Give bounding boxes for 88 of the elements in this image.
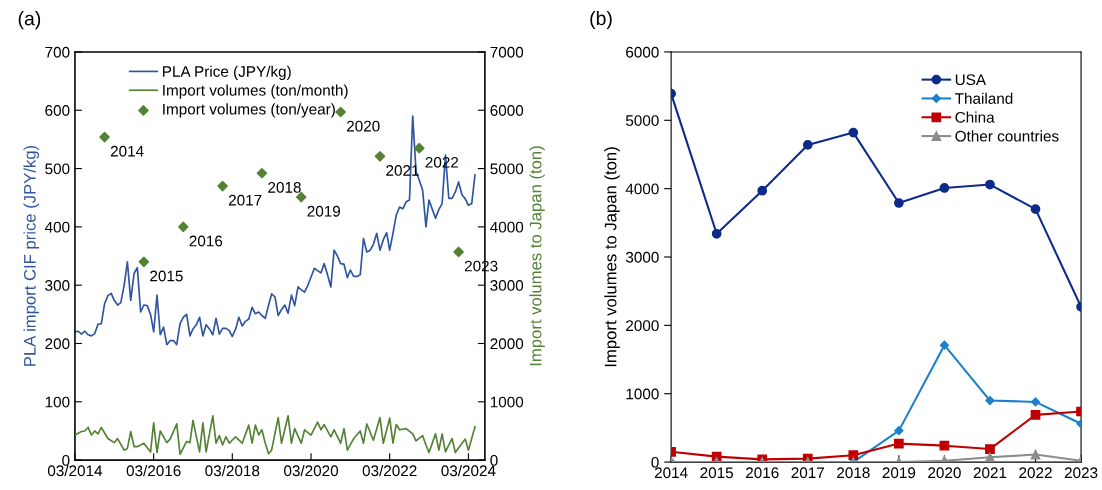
x-tick-label: 2014 xyxy=(654,467,688,479)
y-axis-title: Import volumes to Japan (ton) xyxy=(604,147,620,367)
point xyxy=(939,440,950,451)
point xyxy=(894,438,904,449)
y-tick-label: 200 xyxy=(45,338,70,350)
x-tick-label: 2015 xyxy=(700,467,734,479)
legend-label: Import volumes (ton/month) xyxy=(163,84,348,99)
y-tick-label: 0 xyxy=(62,454,70,466)
point xyxy=(256,167,268,179)
chart-title: (b) xyxy=(590,10,612,30)
point xyxy=(757,185,768,196)
y2-tick-label: 6000 xyxy=(490,105,524,116)
legend-label: Thailand xyxy=(955,92,1013,104)
x-tick-label: 2021 xyxy=(973,467,1007,479)
y2-tick-label: 2000 xyxy=(490,338,524,350)
y-tick-label: 6000 xyxy=(626,46,659,58)
point xyxy=(295,191,307,203)
annotation: 2018 xyxy=(268,181,301,193)
line-series xyxy=(74,414,476,456)
y-tick-label: 300 xyxy=(45,280,70,291)
y-tick-label: 3000 xyxy=(625,251,659,263)
point xyxy=(1030,410,1041,420)
point xyxy=(894,426,904,436)
point xyxy=(985,444,995,454)
x-tick-label: 2023 xyxy=(1064,467,1098,479)
legend-label: Other countries xyxy=(955,130,1059,142)
point xyxy=(374,151,386,162)
point xyxy=(985,452,995,463)
y2-tick-label: 5000 xyxy=(490,163,524,175)
point xyxy=(939,340,950,350)
annotation: 2020 xyxy=(346,120,380,132)
annotation: 2016 xyxy=(189,235,223,247)
x-tick-label: 03/2016 xyxy=(126,464,181,477)
y-tick-label: 0 xyxy=(651,456,659,468)
y2-tick-label: 1000 xyxy=(490,396,524,408)
point xyxy=(1030,204,1041,215)
y-tick-label: 4000 xyxy=(625,183,659,195)
point xyxy=(138,256,150,268)
point xyxy=(217,180,228,192)
legend-label: China xyxy=(955,111,995,123)
chart-title: (a) xyxy=(18,11,41,30)
y-tick-label: 700 xyxy=(45,46,70,58)
x-tick-label: 2018 xyxy=(837,467,870,479)
legend-label: Import volumes (ton/year) xyxy=(163,103,335,118)
point xyxy=(848,450,859,461)
y-tick-label: 2000 xyxy=(626,320,659,332)
x-tick-label: 2017 xyxy=(791,467,824,479)
y2-tick-label: 3000 xyxy=(490,280,524,291)
annotation: 2014 xyxy=(110,145,144,157)
y-tick-label: 1000 xyxy=(626,388,659,400)
point xyxy=(939,183,950,193)
x-tick-label: 03/2018 xyxy=(205,464,260,477)
y-tick-label: 100 xyxy=(45,396,70,408)
y2-tick-label: 4000 xyxy=(490,221,524,233)
x-tick-label: 03/2024 xyxy=(441,464,496,477)
x-tick-label: 2020 xyxy=(928,467,961,479)
point xyxy=(453,246,464,258)
point xyxy=(985,179,995,190)
y-tick-label: 600 xyxy=(45,105,70,116)
point xyxy=(99,131,110,143)
x-tick-label: 03/2014 xyxy=(47,464,103,477)
point xyxy=(711,228,722,239)
annotation: 2019 xyxy=(307,205,341,217)
point xyxy=(894,198,904,208)
point xyxy=(413,142,425,154)
y2-tick-label: 7000 xyxy=(490,46,524,58)
point xyxy=(848,127,859,138)
x-tick-label: 2016 xyxy=(745,467,779,479)
point xyxy=(802,140,813,150)
x-tick-label: 03/2022 xyxy=(362,464,417,477)
point xyxy=(177,221,189,233)
annotation: 2017 xyxy=(228,194,262,206)
x-tick-label: 2019 xyxy=(882,467,916,479)
y2-tick-label: 0 xyxy=(490,454,498,466)
point xyxy=(335,106,346,118)
y-tick-label: 5000 xyxy=(625,115,659,126)
x-tick-label: 2022 xyxy=(1019,467,1052,479)
point xyxy=(1030,397,1041,407)
y-axis-title: PLA import CIF price (JPY/kg) xyxy=(23,145,40,366)
legend-label: PLA Price (JPY/kg) xyxy=(163,65,291,80)
point xyxy=(985,395,995,406)
annotation: 2015 xyxy=(150,270,183,282)
x-tick-label: 03/2020 xyxy=(284,464,339,477)
point xyxy=(1030,449,1041,460)
legend-label: USA xyxy=(955,74,987,86)
y2-axis-title: Import volumes to Japan (ton) xyxy=(529,146,545,366)
y-tick-label: 400 xyxy=(44,221,70,233)
y-tick-label: 500 xyxy=(45,163,70,175)
